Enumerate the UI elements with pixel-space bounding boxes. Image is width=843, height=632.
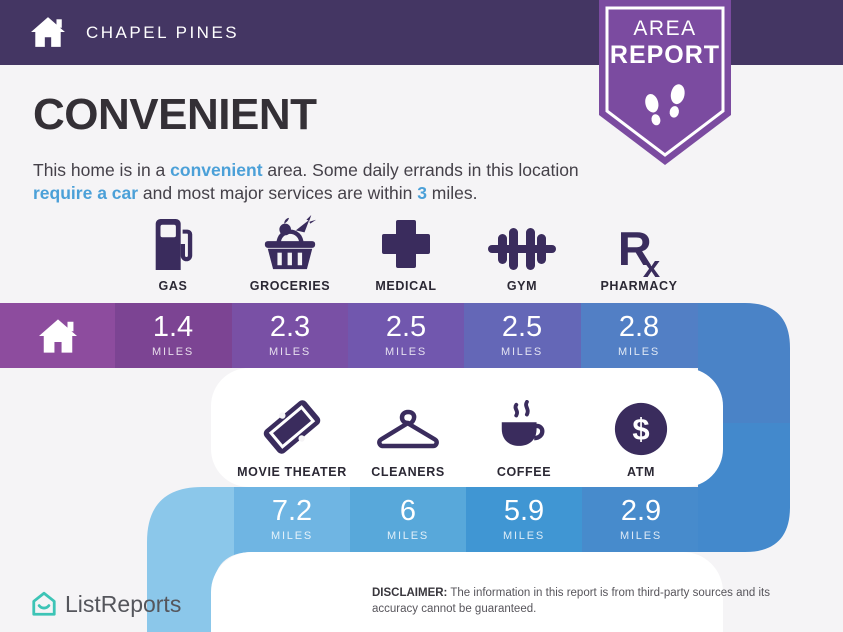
movie-ticket-icon (234, 392, 350, 458)
cleaners-hanger-icon (350, 392, 466, 458)
footprints-icon (645, 84, 685, 126)
poi-label: MOVIE THEATER (237, 465, 347, 479)
badge-title-line1: AREA (633, 17, 697, 40)
distance-unit: MILES (268, 346, 311, 358)
poi-label: ATM (627, 465, 655, 479)
distance-unit: MILES (270, 530, 313, 542)
distance-gym: 2.5 MILES (464, 303, 580, 368)
distance-movie-theater: 7.2 MILES (234, 487, 350, 552)
lower-white-panel (211, 552, 723, 632)
poi-gas: GAS (115, 206, 231, 293)
badge-title-line2: REPORT (609, 41, 721, 69)
distance-unit: MILES (500, 346, 543, 358)
home-segment (0, 303, 115, 368)
poi-movie-theater: MOVIE THEATER (234, 392, 350, 479)
page-title: CONVENIENT (33, 90, 317, 139)
distance-medical: 2.5 MILES (348, 303, 464, 368)
distance-value: 2.3 (269, 311, 311, 343)
distance-value: 2.8 (618, 311, 660, 343)
description-text: This home is in a convenient area. Some … (33, 159, 591, 206)
house-icon (31, 17, 65, 47)
area-report-badge: AREA REPORT (597, 0, 733, 170)
disclaimer: DISCLAIMER: The information in this repo… (372, 585, 814, 617)
distance-value: 7.2 (271, 495, 313, 527)
disclaimer-label: DISCLAIMER: (372, 587, 448, 599)
atm-dollar-icon: $ (583, 392, 699, 458)
distance-pharmacy: 2.8 MILES (581, 303, 697, 368)
rx-letter-x: x (642, 249, 661, 284)
distance-atm: 2.9 MILES (583, 487, 699, 552)
poi-label: MEDICAL (375, 279, 437, 293)
gym-dumbbell-icon (464, 206, 580, 272)
distance-value: 2.5 (385, 311, 427, 343)
distance-unit: MILES (384, 346, 427, 358)
distance-unit: MILES (502, 530, 545, 542)
distance-unit: MILES (617, 346, 660, 358)
distance-gas: 1.4 MILES (115, 303, 231, 368)
property-name: CHAPEL PINES (86, 23, 240, 42)
poi-coffee: COFFEE (466, 392, 582, 479)
listreports-logo: ListReports (30, 590, 181, 618)
desc-part: miles. (426, 182, 478, 203)
keyword-convenient: convenient (170, 159, 263, 180)
poi-groceries: GROCERIES (232, 206, 348, 293)
distance-cleaners: 6 MILES (350, 487, 466, 552)
poi-label: GAS (158, 279, 188, 293)
distance-coffee: 5.9 MILES (466, 487, 582, 552)
disclaimer-text: The information in this report is from t… (372, 587, 770, 616)
medical-cross-icon (348, 206, 464, 272)
house-icon (38, 318, 77, 353)
poi-gym: GYM (464, 206, 580, 293)
rx-letter-r: R (617, 222, 652, 275)
poi-label: GROCERIES (249, 279, 331, 293)
distance-unit: MILES (151, 346, 194, 358)
desc-part: This home is in a (33, 159, 171, 180)
distance-unit: MILES (619, 530, 662, 542)
poi-label: GYM (506, 279, 538, 293)
dollar-glyph: $ (632, 412, 649, 447)
poi-medical: MEDICAL (348, 206, 464, 293)
gas-pump-icon (115, 206, 231, 272)
coffee-cup-icon (466, 392, 582, 458)
distance-value: 2.5 (501, 311, 543, 343)
desc-part: area. Some daily errands in this locatio… (262, 159, 579, 180)
poi-label: COFFEE (496, 465, 552, 479)
listreports-logo-icon (32, 591, 56, 616)
distance-value: 6 (399, 495, 417, 527)
distance-value: 1.4 (152, 311, 194, 343)
distance-groceries: 2.3 MILES (232, 303, 348, 368)
poi-label: PHARMACY (600, 279, 678, 293)
distance-value: 5.9 (503, 495, 545, 527)
poi-cleaners: CLEANERS (350, 392, 466, 479)
distance-value: 2.9 (620, 495, 662, 527)
badge-ribbon-shape (599, 0, 731, 165)
poi-label: CLEANERS (371, 465, 445, 479)
keyword-miles-radius: 3 (417, 182, 427, 203)
brand-name: ListReports (65, 590, 182, 617)
keyword-require-a-car: require a car (33, 182, 139, 203)
poi-atm: $ ATM (583, 392, 699, 479)
groceries-basket-icon (232, 206, 348, 272)
desc-part: and most major services are within (138, 182, 418, 203)
distance-unit: MILES (386, 530, 429, 542)
